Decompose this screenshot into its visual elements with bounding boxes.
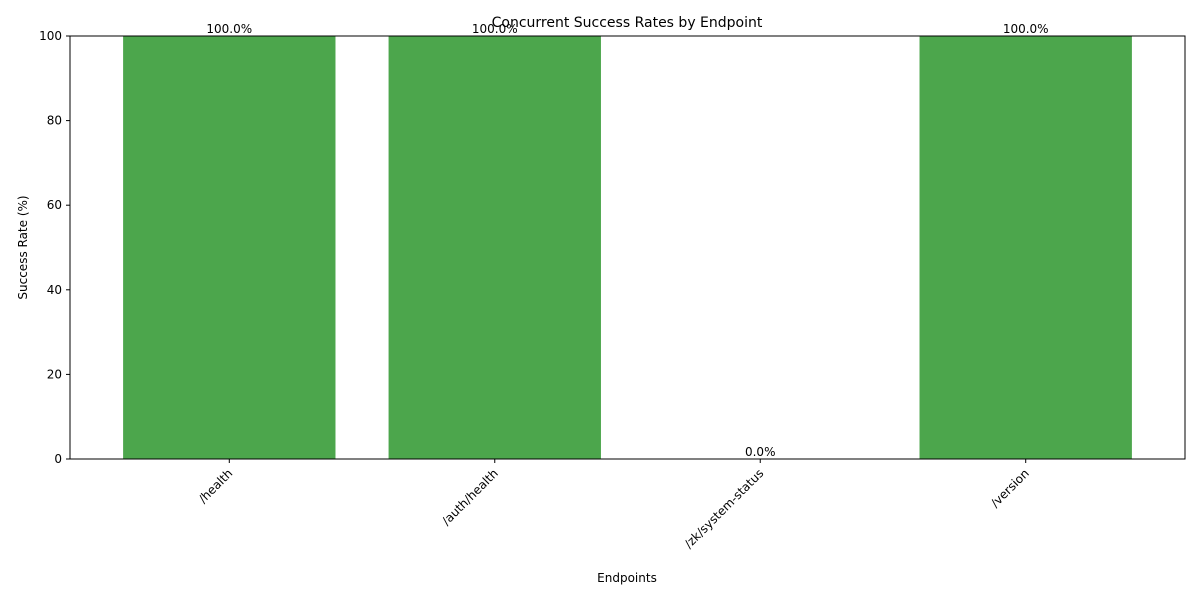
y-tick-label: 20 (47, 367, 62, 381)
chart-title: Concurrent Success Rates by Endpoint (492, 15, 763, 31)
data-labels-group: 100.0% 100.0% 0.0% 100.0% (206, 22, 1048, 459)
x-tick-label: /auth/health (439, 466, 501, 528)
x-tick-label: /version (988, 466, 1032, 510)
x-axis: /health/auth/health/zk/system-status/ver… (196, 459, 1032, 551)
y-tick-label: 40 (47, 283, 62, 297)
y-axis: 0 20 40 60 80 100 (39, 29, 70, 466)
x-axis-label: Endpoints (597, 571, 657, 585)
y-tick-label: 60 (47, 198, 62, 212)
y-tick-label: 80 (47, 114, 62, 128)
bar (123, 36, 336, 459)
bar-value-label: 100.0% (206, 22, 252, 36)
bar-value-label: 100.0% (472, 22, 518, 36)
bar-value-label: 0.0% (745, 445, 776, 459)
x-tick-label: /zk/system-status (682, 466, 767, 551)
x-tick-label: /health (196, 466, 236, 506)
bar (388, 36, 601, 459)
y-tick-label: 100 (39, 29, 62, 43)
y-tick-label: 0 (54, 452, 62, 466)
bar (919, 36, 1132, 459)
y-axis-label: Success Rate (%) (16, 195, 30, 299)
bar-value-label: 100.0% (1003, 22, 1049, 36)
bars-group (123, 36, 1132, 459)
plot-frame (69, 35, 1186, 460)
